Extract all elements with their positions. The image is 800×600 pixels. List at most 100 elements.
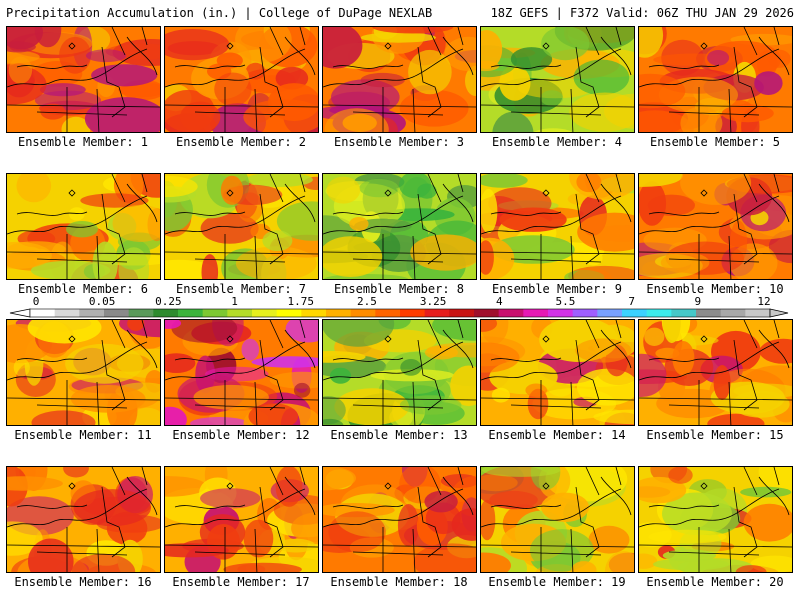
- precip-contour: [91, 64, 158, 87]
- state-boundary: [259, 486, 284, 558]
- precip-map: [481, 467, 634, 572]
- precip-contour: [499, 207, 567, 232]
- colorbar-segment: [227, 309, 253, 317]
- ensemble-map-panel[interactable]: [480, 26, 635, 133]
- precip-contour: [201, 254, 219, 279]
- ensemble-map-panel[interactable]: [480, 173, 635, 280]
- colorbar-segment: [54, 309, 80, 317]
- precip-contour: [268, 83, 318, 122]
- ensemble-map-panel[interactable]: [6, 319, 161, 426]
- colorbar-tick-label: 5.5: [555, 295, 576, 308]
- precip-contour: [573, 59, 630, 96]
- state-boundary: [174, 211, 246, 216]
- ensemble-member-label: Ensemble Member: 14: [488, 428, 626, 442]
- precip-contour: [223, 562, 302, 572]
- precip-contour: [733, 383, 792, 399]
- state-boundary: [417, 193, 442, 265]
- precip-contour: [214, 72, 252, 107]
- colorbar-segment: [548, 309, 574, 317]
- precip-contour: [593, 409, 634, 425]
- state-boundary: [639, 195, 780, 235]
- ensemble-member-label: Ensemble Member: 9: [491, 282, 623, 296]
- colorbar-tick-label: 2.5: [356, 295, 377, 308]
- state-boundary: [481, 234, 634, 279]
- precip-contour: [326, 176, 361, 204]
- precip-contour: [481, 240, 494, 275]
- ensemble-map-panel[interactable]: [6, 466, 161, 573]
- colorbar-tick-label: 0.25: [155, 295, 182, 308]
- colorbar-segment: [720, 309, 746, 317]
- colorbar-segment: [646, 309, 672, 317]
- ensemble-map-panel[interactable]: [164, 466, 319, 573]
- precip-map: [639, 467, 792, 572]
- precip-contour: [754, 71, 783, 95]
- ensemble-map-panel[interactable]: [638, 173, 793, 280]
- ensemble-member-label: Ensemble Member: 11: [14, 428, 152, 442]
- ensemble-map-panel[interactable]: [6, 26, 161, 133]
- colorbar-segment: [202, 309, 228, 317]
- state-boundary: [575, 46, 600, 118]
- precip-contour: [491, 387, 510, 403]
- station-marker-icon: [226, 42, 234, 50]
- precip-contour: [653, 558, 730, 571]
- state-boundary: [490, 211, 562, 216]
- precip-contour: [571, 561, 597, 572]
- precip-contour: [171, 320, 238, 343]
- ensemble-map-panel[interactable]: [322, 319, 477, 426]
- precip-contour: [276, 538, 316, 553]
- state-boundary: [648, 504, 720, 509]
- precip-contour: [465, 65, 476, 96]
- precip-contour: [71, 553, 136, 572]
- precip-contour: [354, 218, 412, 234]
- precip-contour: [400, 359, 422, 376]
- state-boundary: [7, 527, 160, 572]
- precip-contour: [647, 194, 695, 216]
- ensemble-map-panel[interactable]: [322, 173, 477, 280]
- state-boundary: [259, 193, 284, 265]
- station-marker-icon: [68, 482, 76, 490]
- state-boundary: [7, 341, 148, 381]
- precip-contour: [7, 476, 63, 491]
- colorbar-segment: [745, 309, 771, 317]
- ensemble-map-panel[interactable]: [164, 319, 319, 426]
- ensemble-map-panel[interactable]: [164, 26, 319, 133]
- ensemble-map-panel[interactable]: [322, 26, 477, 133]
- ensemble-map-panel[interactable]: [638, 319, 793, 426]
- state-boundary: [323, 341, 464, 381]
- precip-map: [639, 174, 792, 279]
- ensemble-map-panel[interactable]: [480, 466, 635, 573]
- precip-contour: [735, 565, 767, 572]
- state-boundary: [101, 193, 126, 265]
- precip-contour: [408, 49, 452, 95]
- precip-contour: [63, 467, 89, 478]
- ensemble-map-panel[interactable]: [322, 466, 477, 573]
- precip-contour: [245, 174, 313, 187]
- precip-contour: [707, 50, 730, 66]
- precip-contour: [481, 342, 520, 373]
- ensemble-map-panel[interactable]: [638, 466, 793, 573]
- ensemble-map-panel[interactable]: [164, 173, 319, 280]
- ensemble-map-panel[interactable]: [6, 173, 161, 280]
- state-boundary: [648, 357, 720, 362]
- precip-contour: [262, 230, 293, 251]
- precip-contour: [481, 188, 498, 234]
- precip-contour: [518, 78, 593, 99]
- colorbar-min-arrow: [9, 308, 31, 318]
- precip-contour: [540, 90, 564, 106]
- state-boundary: [332, 504, 404, 509]
- state-boundary: [481, 527, 634, 572]
- state-boundary: [639, 341, 780, 381]
- ensemble-map-panel[interactable]: [480, 319, 635, 426]
- precip-map: [639, 320, 792, 425]
- state-boundary: [481, 341, 622, 381]
- precip-contour: [165, 476, 207, 497]
- colorbar-tick-label: 1.75: [287, 295, 314, 308]
- precip-contour: [65, 343, 144, 384]
- state-boundary: [639, 488, 780, 528]
- colorbar-tick-label: 4: [495, 295, 503, 308]
- precip-contour: [200, 488, 261, 509]
- precip-contour: [31, 410, 96, 425]
- ensemble-member-label: Ensemble Member: 19: [488, 575, 626, 589]
- ensemble-map-panel[interactable]: [638, 26, 793, 133]
- precip-map: [323, 174, 476, 279]
